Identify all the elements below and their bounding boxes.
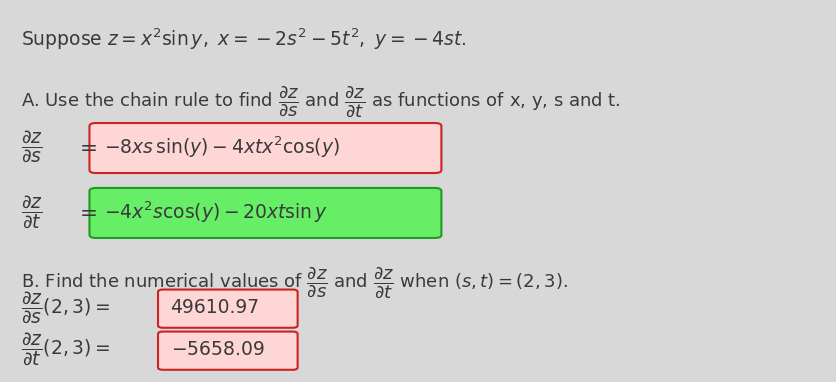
Text: $\dfrac{\partial z}{\partial s}$: $\dfrac{\partial z}{\partial s}$ (21, 129, 43, 165)
Text: $\dfrac{\partial z}{\partial t}(2,3) =$: $\dfrac{\partial z}{\partial t}(2,3) =$ (21, 331, 110, 368)
Text: $=$: $=$ (75, 137, 97, 157)
Text: $-8xs\,\sin(y) - 4xtx^2\cos(y)$: $-8xs\,\sin(y) - 4xtx^2\cos(y)$ (104, 134, 340, 160)
Text: $-4x^2s\cos(y) - 20xt\sin y$: $-4x^2s\cos(y) - 20xt\sin y$ (104, 199, 329, 225)
FancyBboxPatch shape (158, 332, 298, 370)
Text: $=$: $=$ (75, 202, 97, 222)
Text: A. Use the chain rule to find $\dfrac{\partial z}{\partial s}$ and $\dfrac{\part: A. Use the chain rule to find $\dfrac{\p… (21, 84, 620, 119)
Text: B. Find the numerical values of $\dfrac{\partial z}{\partial s}$ and $\dfrac{\pa: B. Find the numerical values of $\dfrac{… (21, 265, 568, 300)
Text: Suppose $z = x^2 \sin y,\ x = -2s^2 - 5t^2,\ y = -4st.$: Suppose $z = x^2 \sin y,\ x = -2s^2 - 5t… (21, 27, 466, 52)
Text: $\dfrac{\partial z}{\partial t}$: $\dfrac{\partial z}{\partial t}$ (21, 193, 43, 231)
Text: 49610.97: 49610.97 (171, 298, 260, 317)
FancyBboxPatch shape (89, 123, 441, 173)
Text: $\dfrac{\partial z}{\partial s}(2,3) =$: $\dfrac{\partial z}{\partial s}(2,3) =$ (21, 290, 110, 325)
FancyBboxPatch shape (89, 188, 441, 238)
Text: $-5658.09$: $-5658.09$ (171, 340, 264, 359)
FancyBboxPatch shape (158, 290, 298, 328)
